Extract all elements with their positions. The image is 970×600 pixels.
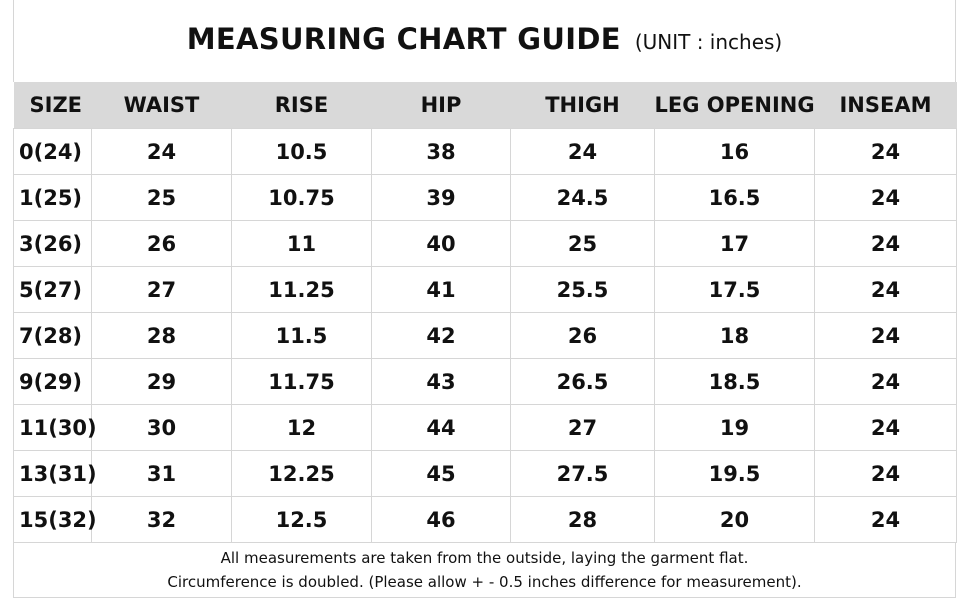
header-inseam: INSEAM [814,82,957,129]
cell-waist: 24 [91,128,232,175]
cell-waist: 32 [91,496,232,543]
cell-inseam: 24 [814,404,957,451]
header-leg-opening: LEG OPENING [654,82,815,129]
cell-leg-opening: 16.5 [654,174,815,221]
cell-inseam: 24 [814,174,957,221]
header-waist: WAIST [91,82,232,129]
cell-hip: 43 [371,358,511,405]
cell-hip: 46 [371,496,511,543]
cell-waist: 30 [91,404,232,451]
table-row: 3(26) 26 11 40 25 17 24 [13,220,957,267]
cell-inseam: 24 [814,128,957,175]
cell-thigh: 24.5 [510,174,655,221]
title-block: MEASURING CHART GUIDE (UNIT : inches) [14,22,955,56]
header-hip: HIP [371,82,511,129]
footnote: All measurements are taken from the outs… [13,542,956,598]
measuring-chart-sheet: MEASURING CHART GUIDE (UNIT : inches) SIZ… [13,0,957,600]
cell-hip: 42 [371,312,511,359]
cell-rise: 11.5 [231,312,372,359]
cell-waist: 26 [91,220,232,267]
cell-thigh: 27.5 [510,450,655,497]
cell-inseam: 24 [814,220,957,267]
cell-size: 3(26) [13,220,92,267]
table-row: 5(27) 27 11.25 41 25.5 17.5 24 [13,266,957,313]
cell-leg-opening: 19 [654,404,815,451]
cell-waist: 31 [91,450,232,497]
cell-leg-opening: 17.5 [654,266,815,313]
size-chart-table: SIZE WAIST RISE HIP THIGH LEG OPENING IN… [13,82,957,543]
cell-waist: 27 [91,266,232,313]
cell-size: 15(32) [13,496,97,543]
cell-thigh: 28 [510,496,655,543]
cell-rise: 12 [231,404,372,451]
table-row: 11(30) 30 12 44 27 19 24 [13,404,957,451]
cell-hip: 41 [371,266,511,313]
cell-size: 9(29) [13,358,92,405]
cell-thigh: 26.5 [510,358,655,405]
cell-waist: 28 [91,312,232,359]
cell-size: 13(31) [13,450,97,497]
cell-rise: 11 [231,220,372,267]
header-size: SIZE [13,82,92,129]
cell-hip: 45 [371,450,511,497]
table-row: 7(28) 28 11.5 42 26 18 24 [13,312,957,359]
table-row: 0(24) 24 10.5 38 24 16 24 [13,128,957,175]
cell-thigh: 27 [510,404,655,451]
cell-leg-opening: 16 [654,128,815,175]
cell-leg-opening: 18.5 [654,358,815,405]
cell-rise: 12.25 [231,450,372,497]
cell-leg-opening: 17 [654,220,815,267]
cell-rise: 11.75 [231,358,372,405]
header-thigh: THIGH [510,82,655,129]
table-header: SIZE WAIST RISE HIP THIGH LEG OPENING IN… [13,82,957,129]
cell-inseam: 24 [814,312,957,359]
cell-rise: 10.5 [231,128,372,175]
cell-hip: 39 [371,174,511,221]
cell-inseam: 24 [814,358,957,405]
cell-size: 11(30) [13,404,97,451]
cell-hip: 40 [371,220,511,267]
cell-size: 5(27) [13,266,92,313]
cell-size: 1(25) [13,174,92,221]
cell-thigh: 26 [510,312,655,359]
cell-size: 7(28) [13,312,92,359]
cell-leg-opening: 18 [654,312,815,359]
header-row: SIZE WAIST RISE HIP THIGH LEG OPENING IN… [13,82,957,129]
table-row: 1(25) 25 10.75 39 24.5 16.5 24 [13,174,957,221]
header-rise: RISE [231,82,372,129]
cell-rise: 12.5 [231,496,372,543]
cell-rise: 10.75 [231,174,372,221]
cell-size: 0(24) [13,128,92,175]
cell-leg-opening: 19.5 [654,450,815,497]
cell-hip: 38 [371,128,511,175]
cell-waist: 29 [91,358,232,405]
table-row: 15(32) 32 12.5 46 28 20 24 [13,496,957,543]
footnote-line-2: Circumference is doubled. (Please allow … [167,573,802,591]
cell-hip: 44 [371,404,511,451]
unit-label: (UNIT : inches) [634,30,783,54]
cell-inseam: 24 [814,450,957,497]
cell-inseam: 24 [814,266,957,313]
cell-rise: 11.25 [231,266,372,313]
cell-leg-opening: 20 [654,496,815,543]
cell-thigh: 25 [510,220,655,267]
table-row: 9(29) 29 11.75 43 26.5 18.5 24 [13,358,957,405]
footnote-line-1: All measurements are taken from the outs… [220,549,749,567]
page-title: MEASURING CHART GUIDE [186,22,621,56]
cell-waist: 25 [91,174,232,221]
title-row: MEASURING CHART GUIDE (UNIT : inches) [13,0,956,82]
cell-thigh: 24 [510,128,655,175]
cell-thigh: 25.5 [510,266,655,313]
table-row: 13(31) 31 12.25 45 27.5 19.5 24 [13,450,957,497]
cell-inseam: 24 [814,496,957,543]
table-body: 0(24) 24 10.5 38 24 16 24 1(25) 25 10.75… [13,128,957,543]
